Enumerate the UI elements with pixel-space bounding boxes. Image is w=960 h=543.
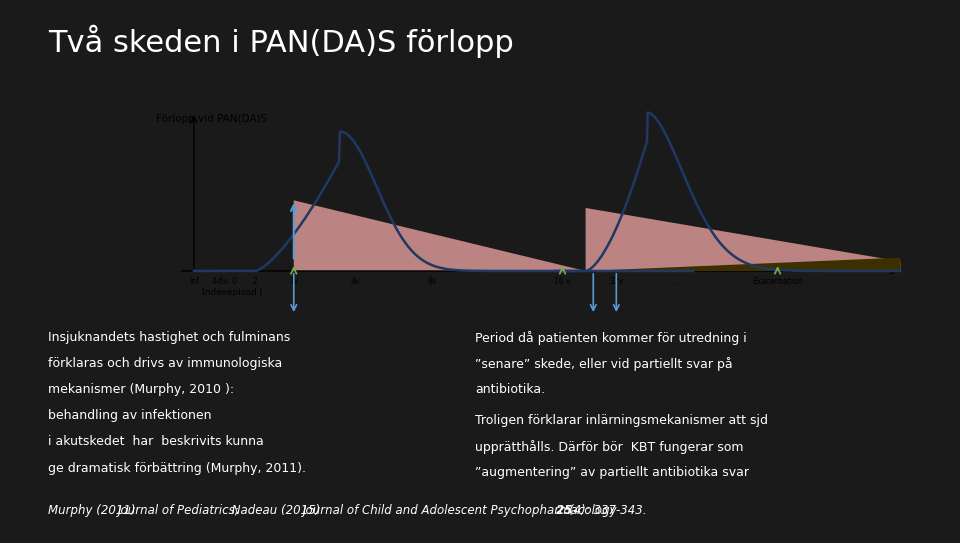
Text: Insjuknandets hastighet och fulminans: Insjuknandets hastighet och fulminans — [48, 331, 290, 344]
Text: Inf: Inf — [189, 277, 199, 286]
Text: 2: 2 — [253, 277, 257, 286]
Text: behandling av infektionen: behandling av infektionen — [48, 409, 211, 422]
Text: 8v: 8v — [427, 277, 437, 286]
Text: ”augmentering” av partiellt antibiotika svar: ”augmentering” av partiellt antibiotika … — [475, 466, 749, 479]
Text: förklaras och drivs av immunologiska: förklaras och drivs av immunologiska — [48, 357, 282, 370]
Text: .....: ..... — [672, 277, 684, 286]
Text: ge dramatisk förbättring (Murphy, 2011).: ge dramatisk förbättring (Murphy, 2011). — [48, 462, 306, 475]
Text: Murphy (2011): Murphy (2011) — [48, 504, 139, 517]
Text: mekanismer (Murphy, 2010 ):: mekanismer (Murphy, 2010 ): — [48, 383, 234, 396]
Text: 32v: 32v — [610, 277, 623, 286]
Text: Journal of Pediatrics;: Journal of Pediatrics; — [118, 504, 240, 517]
Text: Troligen förklarar inlärningsmekanismer att sjd: Troligen förklarar inlärningsmekanismer … — [475, 414, 768, 427]
Text: 1v: 1v — [289, 277, 299, 286]
Text: upprätthålls. Därför bör  KBT fungerar som: upprätthålls. Därför bör KBT fungerar so… — [475, 440, 744, 454]
Text: i akutskedet  har  beskrivits kunna: i akutskedet har beskrivits kunna — [48, 435, 264, 449]
Text: Period då patienten kommer för utredning i: Period då patienten kommer för utredning… — [475, 331, 747, 345]
Text: Förlopp vid PAN(DA)S: Förlopp vid PAN(DA)S — [156, 115, 267, 124]
Text: Nadeau (2015): Nadeau (2015) — [228, 504, 324, 517]
Text: 16 v: 16 v — [554, 277, 571, 286]
Text: antibiotika.: antibiotika. — [475, 383, 545, 396]
Text: 25: 25 — [552, 504, 572, 517]
Text: (4): 337-343.: (4): 337-343. — [569, 504, 646, 517]
Text: Två skeden i PAN(DA)S förlopp: Två skeden i PAN(DA)S förlopp — [48, 24, 514, 58]
Text: 4v: 4v — [350, 277, 360, 286]
Text: Indexepisod I: Indexepisod I — [202, 288, 262, 297]
Polygon shape — [586, 208, 900, 271]
Text: Exacerbation: Exacerbation — [753, 277, 803, 286]
Polygon shape — [432, 257, 900, 271]
Polygon shape — [294, 200, 586, 271]
Text: Journal of Child and Adolescent Psychopharmacology: Journal of Child and Adolescent Psychoph… — [302, 504, 617, 517]
Text: 4-6v..0: 4-6v..0 — [211, 277, 238, 286]
Text: ”senare” skede, eller vid partiellt svar på: ”senare” skede, eller vid partiellt svar… — [475, 357, 732, 371]
